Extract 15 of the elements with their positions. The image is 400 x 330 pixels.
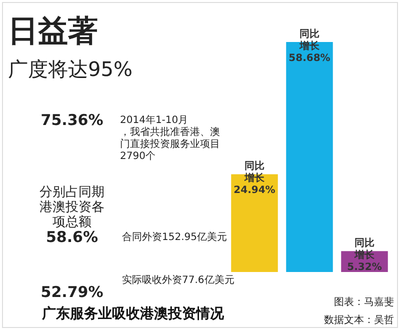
text: 日益著 <box>8 14 98 49</box>
data-label: 同比增长24.94% <box>234 160 276 196</box>
text: 图表：马嘉斐 <box>334 296 394 308</box>
text: 实际吸收外资77.6亿美元 <box>122 274 234 286</box>
text: 数据文本：吴哲 <box>324 314 394 326</box>
text: 2014年1-10月，我省共批准香港、澳门直接投资服务业项目2790个 <box>120 114 220 162</box>
text: 75.36% <box>40 111 104 129</box>
annotation: 合同外资152.95亿美元 <box>122 231 227 243</box>
data-label: 同比增长58.68% <box>288 28 330 64</box>
text: 58.6% <box>46 228 98 246</box>
text: 分别占同期港澳投资各项总额 <box>40 185 104 230</box>
text: 广度将达95% <box>8 57 132 81</box>
text: 52.79% <box>40 283 104 301</box>
text: 广东服务业吸收港澳投资情况 <box>41 305 225 322</box>
data-label: 同比增长5.32% <box>347 237 382 274</box>
